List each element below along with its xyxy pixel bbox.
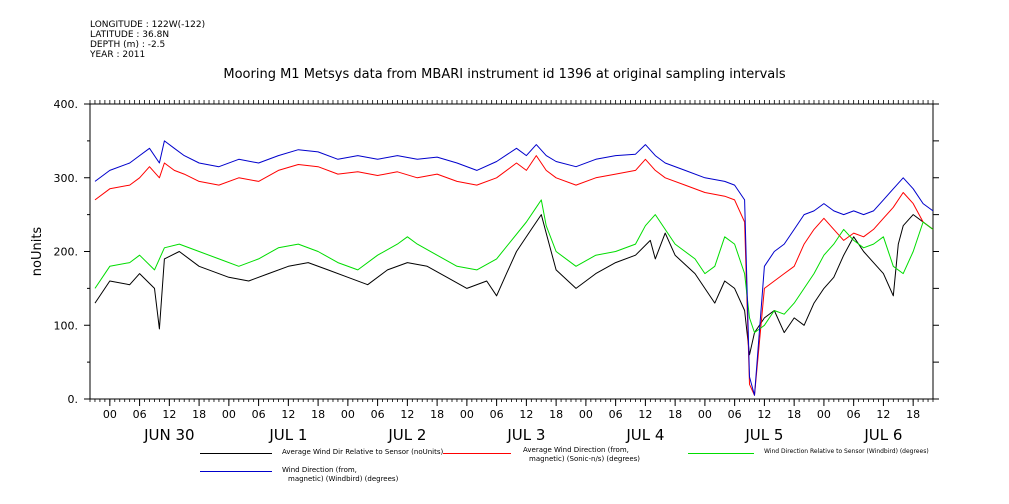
x-tick-label: 12 <box>757 408 771 421</box>
x-tick-label: 18 <box>549 408 563 421</box>
x-tick-label: 06 <box>490 408 504 421</box>
x-tick-label: 12 <box>876 408 890 421</box>
x-day-label: JUL 3 <box>506 426 545 444</box>
x-tick-label: 06 <box>371 408 385 421</box>
legend-swatch-blue <box>200 471 272 472</box>
legend-label-4b: magnetic) (Windbird) (degrees) <box>288 475 399 483</box>
x-tick-label: 06 <box>252 408 266 421</box>
x-tick-label: 06 <box>847 408 861 421</box>
series-red-line <box>94 155 934 396</box>
legend-label-3: Wind Direction Relative to Sensor (Windb… <box>764 448 929 455</box>
x-tick-label: 12 <box>162 408 176 421</box>
x-tick-label: 00 <box>460 408 474 421</box>
x-tick-label: 06 <box>133 408 147 421</box>
y-tick-label: 100. <box>54 319 79 332</box>
x-day-label: JUL 5 <box>744 426 783 444</box>
x-tick-label: 18 <box>906 408 920 421</box>
x-tick-label: 12 <box>638 408 652 421</box>
x-day-label: JUL 1 <box>268 426 307 444</box>
x-tick-label: 18 <box>430 408 444 421</box>
series-black-line <box>94 214 934 356</box>
x-day-label: JUN 30 <box>143 426 194 444</box>
y-axis-label: noUnits <box>30 227 45 277</box>
legend-label-1: Average Wind Dir Relative to Sensor (noU… <box>282 448 444 456</box>
latitude-label: LATITUDE : 36.8N <box>90 30 170 40</box>
legend-swatch-black <box>200 453 272 454</box>
legend-label-2a: Average Wind Direction (from, <box>523 446 629 454</box>
year-label: YEAR : 2011 <box>90 50 146 60</box>
y-tick-label: 200. <box>54 246 79 259</box>
x-tick-label: 06 <box>728 408 742 421</box>
x-tick-label: 18 <box>668 408 682 421</box>
legend-label-2b: magnetic) (Sonic-n/s) (degrees) <box>529 455 641 463</box>
plot-frame <box>89 103 934 400</box>
metadata-block: LONGITUDE : 122W(-122) LATITUDE : 36.8N … <box>90 20 205 60</box>
series-blue-line <box>94 140 934 396</box>
x-day-label: JUL 4 <box>625 426 664 444</box>
y-tick-label: 400. <box>54 98 79 111</box>
x-tick-label: 12 <box>281 408 295 421</box>
x-tick-label: 00 <box>222 408 236 421</box>
longitude-label: LONGITUDE : 122W(-122) <box>90 20 206 30</box>
legend-label-4a: Wind Direction (from, <box>282 466 357 474</box>
x-tick-label: 00 <box>698 408 712 421</box>
depth-label: DEPTH (m) : -2.5 <box>90 40 166 50</box>
y-tick-label: 0. <box>68 393 79 406</box>
chart-title: Mooring M1 Metsys data from MBARI instru… <box>223 67 786 82</box>
x-tick-label: 06 <box>609 408 623 421</box>
x-tick-label: 18 <box>311 408 325 421</box>
legend-swatch-red <box>443 453 511 454</box>
x-day-label: JUL 2 <box>387 426 426 444</box>
x-tick-label: 18 <box>192 408 206 421</box>
x-tick-label: 12 <box>400 408 414 421</box>
x-tick-label: 00 <box>341 408 355 421</box>
x-tick-label: 00 <box>817 408 831 421</box>
x-day-label: JUL 6 <box>863 426 902 444</box>
x-tick-label: 00 <box>579 408 593 421</box>
x-tick-label: 18 <box>787 408 801 421</box>
x-tick-label: 12 <box>519 408 533 421</box>
legend-swatch-green <box>688 453 754 454</box>
y-tick-label: 300. <box>54 172 79 185</box>
x-tick-label: 00 <box>103 408 117 421</box>
series-green-line <box>94 199 934 334</box>
